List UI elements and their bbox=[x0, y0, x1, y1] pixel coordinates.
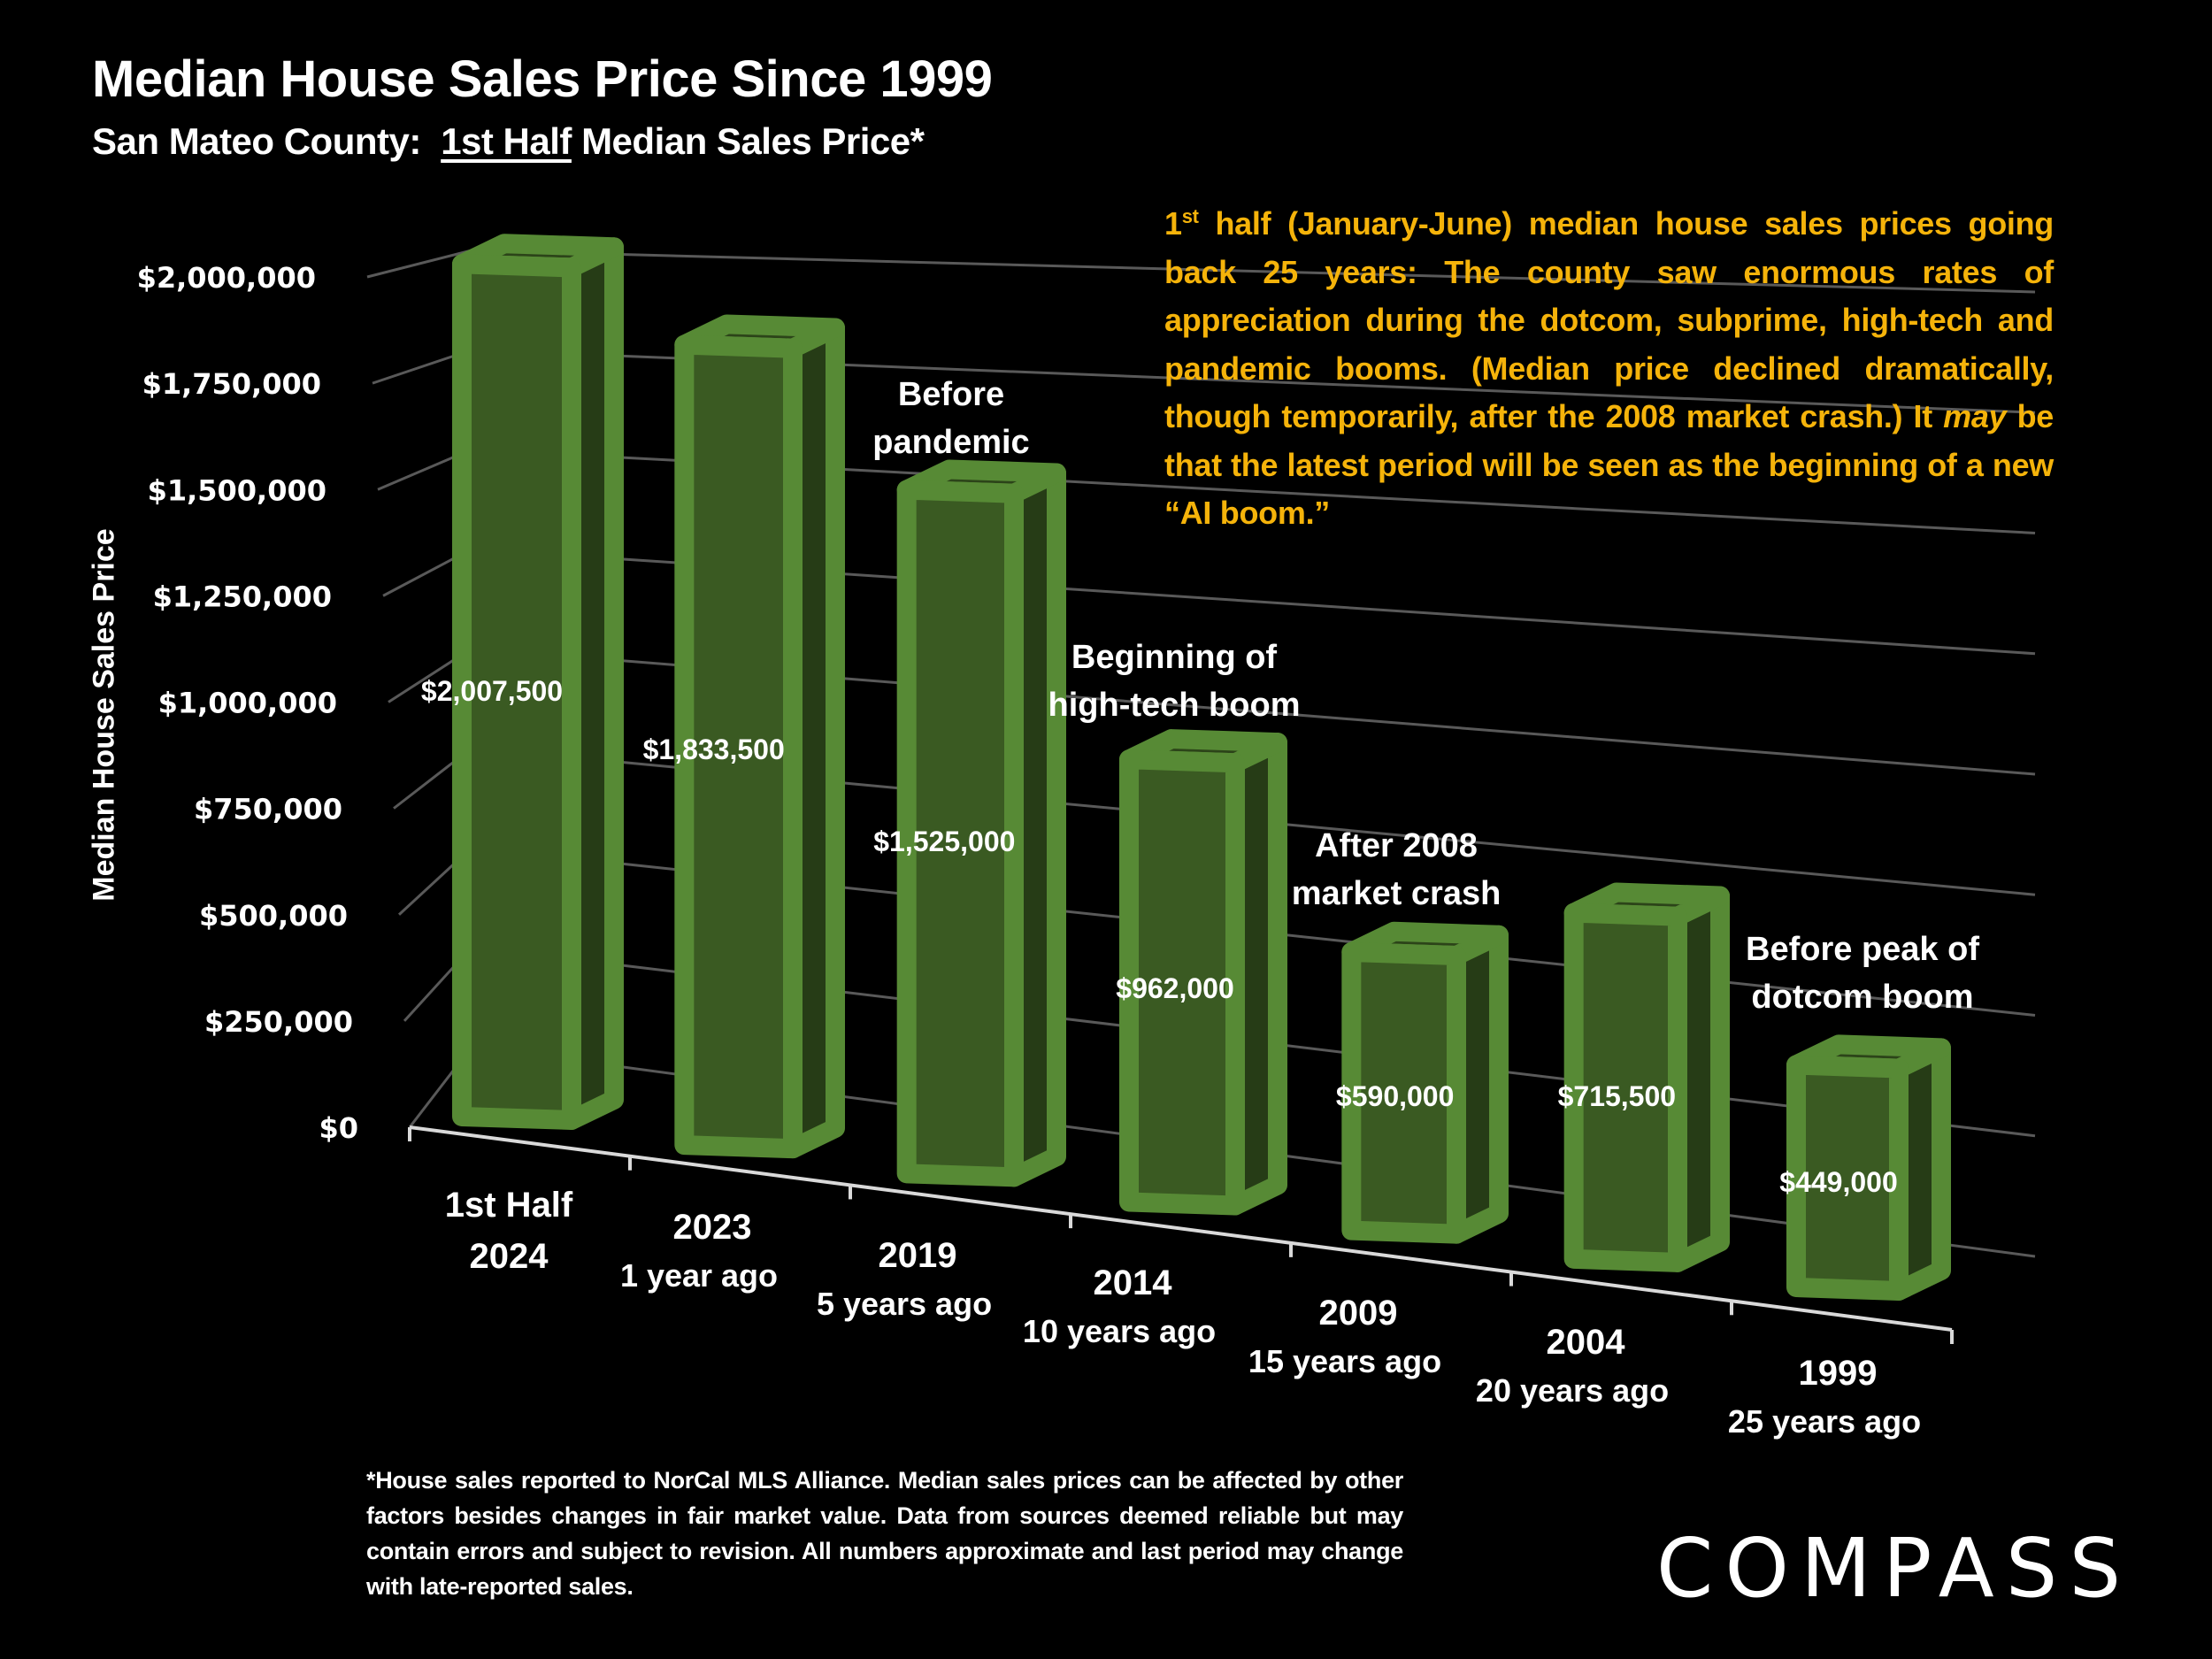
x-tick-label-primary: 1999 bbox=[1799, 1354, 1878, 1393]
bar-annotation: Before peak of bbox=[1746, 931, 1979, 968]
bar-annotation: market crash bbox=[1292, 875, 1502, 912]
logo-text: COMPASS bbox=[1656, 1531, 2121, 1605]
bar bbox=[1563, 882, 1730, 1272]
bar-front-face bbox=[1341, 942, 1466, 1244]
x-tick-label-secondary: 15 years ago bbox=[1248, 1343, 1441, 1379]
x-tick-label-secondary: 20 years ago bbox=[1476, 1372, 1669, 1409]
y-tick-label: $2,000,000 bbox=[137, 261, 316, 295]
bar-front-face bbox=[1786, 1055, 1909, 1301]
bar-front-face bbox=[1119, 749, 1245, 1216]
annotation-superscript: st bbox=[1181, 205, 1199, 227]
bar-annotation: high-tech boom bbox=[1048, 687, 1301, 724]
data-label: $962,000 bbox=[1116, 972, 1233, 1004]
x-tick-label-primary: 2019 bbox=[879, 1236, 957, 1275]
bar bbox=[674, 314, 845, 1159]
bar-front-face bbox=[674, 334, 803, 1159]
compass-logo-icon: COMPASS bbox=[1656, 1521, 2121, 1616]
gridline-side bbox=[366, 249, 472, 279]
x-tick-label-primary: 2009 bbox=[1319, 1294, 1398, 1333]
x-axis-line bbox=[409, 1125, 1953, 1332]
x-tick-label-primary: 2014 bbox=[1094, 1263, 1173, 1302]
bar bbox=[452, 234, 624, 1130]
y-tick-label: $1,750,000 bbox=[142, 367, 321, 401]
compass-logo: COMPASS bbox=[1656, 1521, 2134, 1616]
bar-front-face bbox=[452, 254, 581, 1130]
x-tick-label-secondary: 2024 bbox=[470, 1237, 549, 1276]
y-tick-labels: $0 $250,000 $500,000 $750,000 $1,000,000 $1,2… bbox=[137, 261, 358, 1145]
page-subtitle: San Mateo County: 1st Half Median Sales … bbox=[92, 120, 925, 163]
annotation-part1: half (January-June) median house sales p… bbox=[1164, 205, 2054, 434]
bar-front-face bbox=[896, 480, 1024, 1187]
data-label: $449,000 bbox=[1779, 1166, 1897, 1198]
y-tick-label: $1,000,000 bbox=[158, 687, 337, 720]
x-tick-label-primary: 1st Half bbox=[445, 1186, 573, 1225]
subtitle-suffix: Median Sales Price* bbox=[571, 120, 925, 162]
bar bbox=[1786, 1034, 1951, 1301]
y-tick-label: $1,250,000 bbox=[153, 580, 332, 613]
bar-front-face bbox=[1563, 902, 1687, 1272]
y-tick-label: $750,000 bbox=[194, 793, 342, 826]
x-tick-label-secondary: 1 year ago bbox=[620, 1257, 778, 1294]
bar bbox=[896, 459, 1066, 1187]
gridline-back bbox=[471, 249, 2036, 294]
y-tick-label: $1,500,000 bbox=[148, 473, 326, 507]
subtitle-prefix: San Mateo County: bbox=[92, 120, 442, 162]
subtitle-underlined: 1st Half bbox=[441, 120, 572, 162]
bar bbox=[1341, 921, 1509, 1244]
data-label: $1,833,500 bbox=[643, 733, 785, 765]
y-tick-label: $250,000 bbox=[204, 1005, 353, 1039]
x-tick-labels: 1st Half 2024 2023 1 year ago 2019 5 years ag… bbox=[445, 1186, 1921, 1440]
data-label: $1,525,000 bbox=[873, 826, 1015, 857]
bar-annotation: pandemic bbox=[872, 424, 1029, 461]
data-label: $590,000 bbox=[1336, 1080, 1454, 1112]
annotation-ordinal: 1 bbox=[1164, 205, 1182, 242]
annotation-text: 1st half (January-June) median house sal… bbox=[1164, 200, 2054, 538]
x-axis bbox=[408, 1125, 1954, 1344]
data-label: $715,500 bbox=[1558, 1080, 1676, 1112]
data-labels: $2,007,500 $1,833,500 $1,525,000 $962,000 $5… bbox=[421, 675, 1898, 1198]
x-tick-label-primary: 2004 bbox=[1547, 1323, 1626, 1362]
x-tick-label-secondary: 5 years ago bbox=[817, 1286, 992, 1322]
data-label: $2,007,500 bbox=[421, 675, 563, 707]
bars bbox=[452, 234, 1951, 1301]
bar-annotation: Beginning of bbox=[1071, 639, 1278, 676]
footnote: *House sales reported to NorCal MLS Alli… bbox=[366, 1467, 1403, 1600]
bar bbox=[1119, 729, 1287, 1216]
annotation-italic: may bbox=[1943, 398, 2007, 434]
annotation-part2: be that the latest period will be seen a… bbox=[1164, 398, 2055, 531]
bar-annotations: Before pandemic Beginning of high-tech boom… bbox=[872, 376, 1979, 1016]
bar-annotation: dotcom boom bbox=[1751, 979, 1973, 1016]
page-title: Median House Sales Price Since 1999 bbox=[92, 50, 993, 108]
y-tick-label: $0 bbox=[319, 1111, 358, 1145]
bar-annotation: After 2008 bbox=[1315, 827, 1478, 864]
bar-annotation: Before bbox=[898, 376, 1004, 413]
x-tick-label-secondary: 25 years ago bbox=[1728, 1403, 1921, 1440]
y-tick-label: $500,000 bbox=[199, 899, 348, 933]
x-tick-label-primary: 2023 bbox=[673, 1208, 752, 1247]
x-tick-label-secondary: 10 years ago bbox=[1023, 1313, 1216, 1349]
